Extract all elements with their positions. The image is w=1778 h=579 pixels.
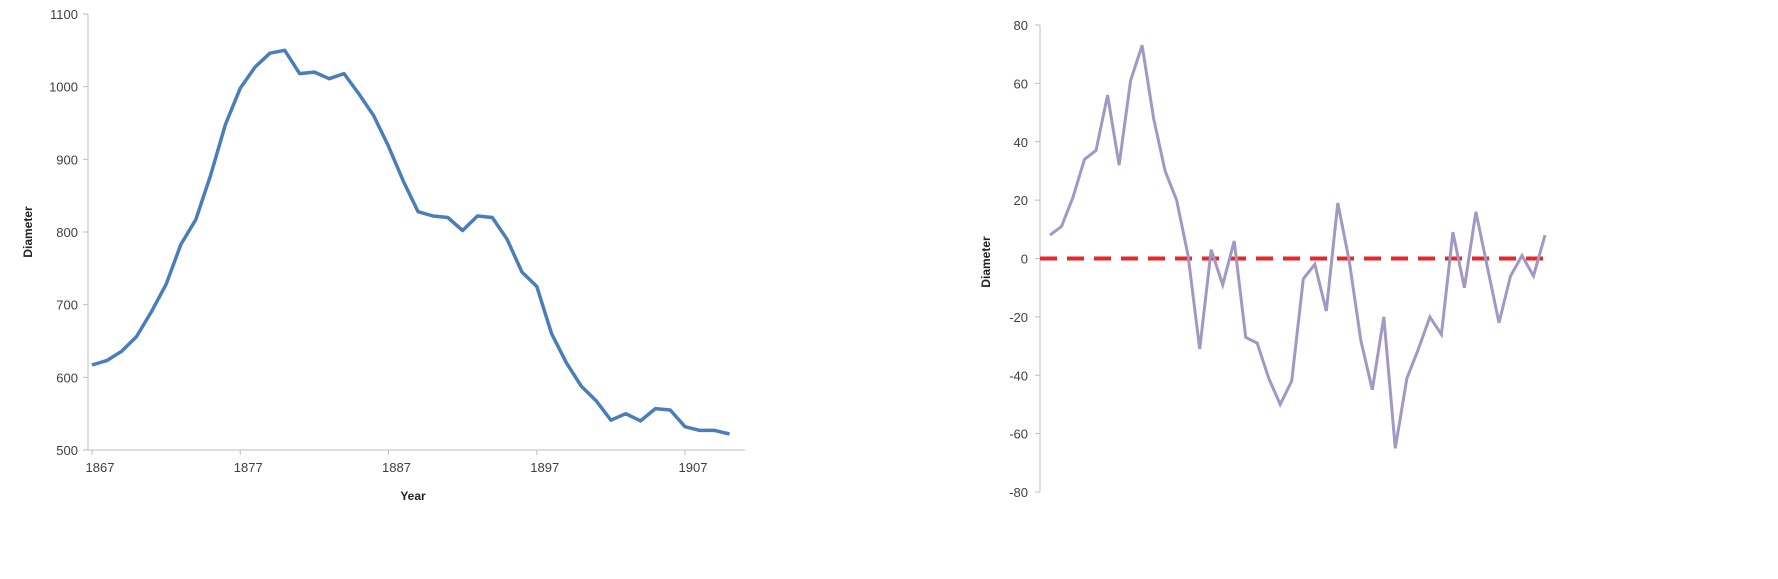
- left-x-tick-label: 1907: [679, 460, 708, 475]
- left-x-tick-label: 1877: [234, 460, 263, 475]
- right-y-axis-label: Diameter: [979, 236, 993, 288]
- right-y-tick-label: 40: [1014, 135, 1028, 150]
- left-y-axis-label: Diameter: [21, 206, 35, 258]
- left-y-tick-label: 900: [56, 152, 78, 167]
- left-y-tick-label: 600: [56, 370, 78, 385]
- right-y-tick-label: 0: [1021, 252, 1028, 267]
- left-data-line: [91, 48, 730, 436]
- left-y-tick-label: 1100: [50, 7, 78, 22]
- left-y-tick-label: 500: [56, 443, 78, 458]
- left-chart: Year Diameter 500 600 700 800 900 1000 1100 186…: [21, 7, 745, 503]
- right-data-line: [1049, 44, 1547, 449]
- left-x-tick-label: 1897: [530, 460, 559, 475]
- right-y-tick-label: 20: [1014, 193, 1028, 208]
- right-y-tick-label: -80: [1009, 485, 1028, 500]
- right-y-tick-label: -60: [1009, 427, 1028, 442]
- left-x-tick-label: 1887: [382, 460, 411, 475]
- left-x-tick-label: 1867: [86, 460, 115, 475]
- left-x-axis-label: Year: [400, 489, 426, 503]
- right-chart: Diameter -80 -60 -40 -20 0 20 40 60 80: [979, 18, 1550, 500]
- right-y-tick-label: -20: [1009, 310, 1028, 325]
- right-y-tick-label: 80: [1014, 18, 1028, 33]
- left-y-tick-label: 700: [56, 298, 78, 313]
- right-y-tick-label: -40: [1009, 368, 1028, 383]
- right-y-tick-label: 60: [1014, 76, 1028, 91]
- left-y-tick-label: 1000: [49, 80, 78, 95]
- left-y-tick-label: 800: [56, 225, 78, 240]
